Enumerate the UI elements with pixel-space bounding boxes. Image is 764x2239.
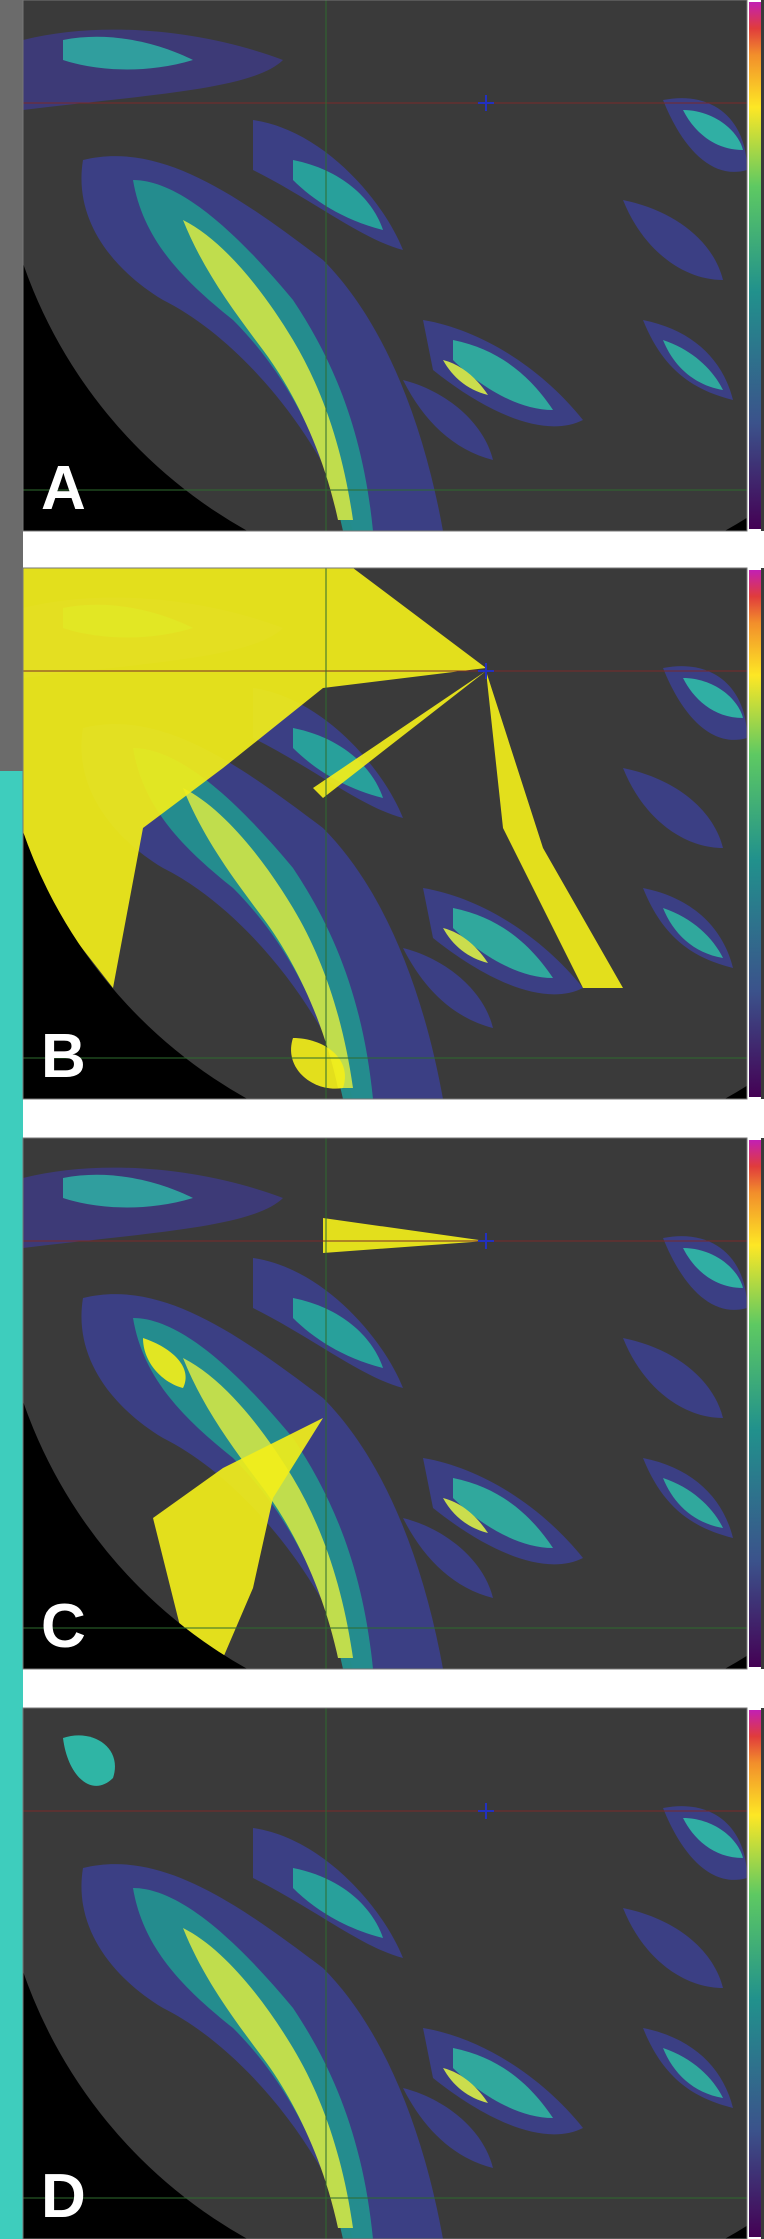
side-stripe [0,771,23,2239]
panel-label: C [41,1592,86,1661]
colorbar [749,1710,761,2237]
radar-image [0,0,764,593]
colorbar [749,2,761,529]
panel-label: D [41,2162,86,2231]
radar-panel: A [0,0,764,593]
panel-label: B [41,1022,86,1091]
colorbar [749,1140,761,1667]
panel-label: A [41,454,86,523]
figure: A B C D [0,0,764,2239]
side-stripe [0,0,23,771]
page: {"panels": [{"label": "A"}, {"label": "B… [0,0,764,2239]
colorbar [749,570,761,1097]
